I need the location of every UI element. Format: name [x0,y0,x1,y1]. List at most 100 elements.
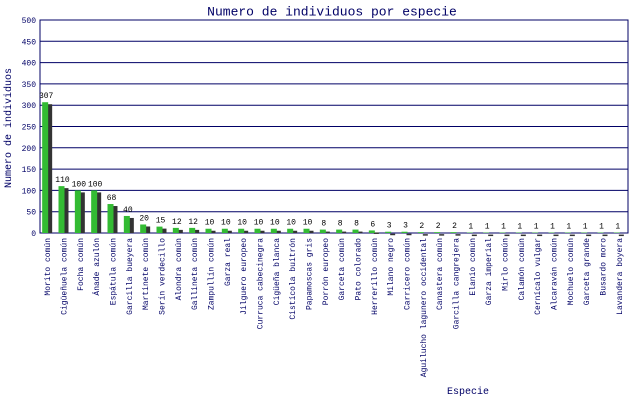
value-label: 10 [254,219,264,228]
value-label: 1 [468,223,473,232]
bar-shadow [390,233,396,236]
x-tick-label: Milano negro [387,238,396,296]
value-label: 12 [172,218,182,227]
x-tick-label: Focha común [77,238,86,291]
value-label: 2 [419,222,424,231]
value-label: 40 [123,206,133,215]
bar [58,186,65,233]
bar-shadow [439,234,445,236]
value-label: 10 [237,219,247,228]
y-tick-label: 0 [31,230,36,239]
x-tick-label: Lavandera boyera [616,238,625,315]
y-tick-label: 300 [22,102,37,111]
x-tick-label: Serín verdecillo [159,238,168,315]
bar [42,102,49,233]
x-tick-label: Espátula común [110,238,119,305]
bar [238,228,245,233]
y-tick-label: 500 [22,17,37,26]
value-label: 12 [188,218,198,227]
bar-shadow [161,228,167,233]
x-tick-label: Canastera común [436,238,445,310]
x-tick-label: Cistícola buitrón [289,238,298,320]
bar [156,226,163,233]
bar-shadow [194,229,200,233]
value-label: 1 [599,223,604,232]
y-axis-title: Numero de individuos [3,68,15,188]
bar [221,228,228,233]
value-label: 68 [107,194,117,203]
x-axis-title: Especie [447,386,489,398]
bar [287,228,294,233]
value-label: 100 [88,180,103,189]
bar-shadow [210,230,216,233]
bar-shadow [455,234,461,236]
bar-shadow [128,217,134,233]
x-tick-label: Alcaraván común [551,238,560,310]
value-label: 307 [39,92,54,101]
y-tick-label: 250 [22,124,37,133]
x-tick-label: Garza real [224,238,233,286]
x-tick-label: Cigüeñuela común [61,238,70,315]
value-label: 1 [566,223,571,232]
value-label: 1 [517,223,522,232]
bar-shadow [422,234,428,236]
value-label: 10 [286,219,296,228]
x-tick-label: Curruca cabecinegra [257,238,266,329]
bar-shadow [96,192,102,233]
bar-shadow [504,234,510,237]
bar [254,228,261,233]
bar [417,232,424,233]
x-tick-label: Ánade azulón [93,238,102,296]
bar-shadow [537,234,543,237]
value-label: 100 [72,180,87,189]
y-tick-label: 450 [22,38,37,47]
x-tick-label: Jilguero europeo [240,238,249,315]
value-label: 6 [370,220,375,229]
bar [385,231,392,233]
x-tick-label: Mochuelo común [567,238,576,305]
bar-shadow [373,232,379,234]
y-tick-label: 200 [22,145,37,154]
chart-title: Numero de individuos por especie [207,4,457,19]
bar [189,227,196,233]
bar-shadow [341,231,347,234]
bar [352,229,359,233]
x-tick-label: Gallineta común [191,238,200,310]
bar-shadow [520,234,526,237]
x-tick-label: Zampullín común [208,238,217,310]
y-tick-label: 50 [26,209,36,218]
x-tick-label: Mirlo común [502,238,511,291]
value-label: 20 [139,214,149,223]
x-tick-label: Garceta grande [583,238,592,305]
value-label: 10 [205,219,215,228]
value-label: 10 [270,219,280,228]
value-label: 10 [221,219,231,228]
bar [172,227,179,233]
bar-shadow [79,192,85,233]
bar-shadow [292,230,298,233]
bar [107,204,114,233]
bar-shadow [226,230,232,233]
value-label: 2 [452,222,457,231]
y-tick-label: 350 [22,81,37,90]
bar [450,232,457,233]
value-label: 3 [387,222,392,231]
bar-shadow [243,230,249,233]
bar-shadow [63,188,69,233]
bar [303,228,310,233]
bar-shadow [275,230,281,233]
bar [434,232,441,233]
bar [368,230,375,233]
bar [401,231,408,233]
value-label: 1 [550,223,555,232]
bar-shadow [324,231,330,234]
bar [140,224,147,233]
value-label: 15 [156,217,166,226]
x-tick-label: Cigüeña blanca [273,238,282,305]
x-tick-label: Garza imperial [485,238,494,305]
bar [319,229,326,233]
bar [74,190,81,233]
x-tick-label: Elanio común [469,238,478,296]
